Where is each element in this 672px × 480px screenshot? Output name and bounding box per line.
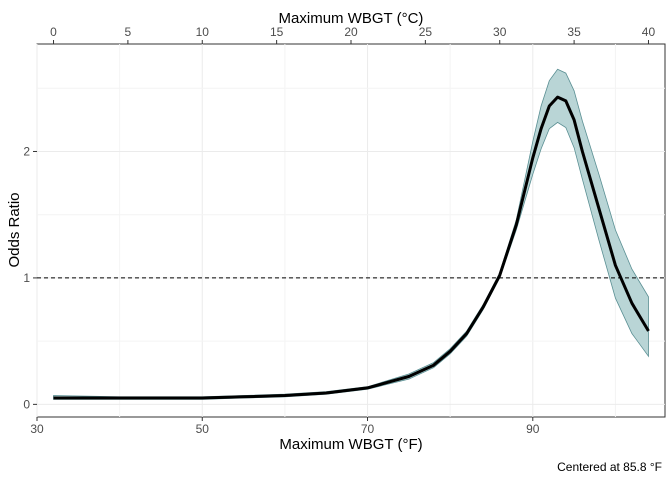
- y-tick-label: 2: [23, 144, 30, 158]
- x-tick-label-top: 30: [493, 25, 507, 39]
- x-tick-label-top: 20: [344, 25, 358, 39]
- x-tick-label-top: 5: [125, 25, 132, 39]
- x-tick-label-bottom: 50: [196, 422, 210, 436]
- x-tick-label-bottom: 70: [361, 422, 375, 436]
- odds-ratio-line: [53, 95, 650, 400]
- y-axis-title: Odds Ratio: [6, 192, 23, 267]
- x-tick-label-top: 0: [50, 25, 57, 39]
- axes: 30 50 70 90 0 5 10 15 20 25 30 35 40 0 1 2: [23, 25, 655, 436]
- x-tick-label-top: 10: [196, 25, 210, 39]
- x-tick-label-top: 35: [567, 25, 581, 39]
- y-tick-label: 1: [23, 271, 30, 285]
- x-tick-label-top: 25: [419, 25, 433, 39]
- grid-lines: [36, 44, 665, 417]
- x-axis-title-top: Maximum WBGT (°C): [279, 10, 424, 27]
- x-tick-label-bottom: 90: [526, 422, 540, 436]
- chart-caption: Centered at 85.8 °F: [557, 460, 662, 474]
- y-tick-label: 0: [23, 397, 30, 411]
- x-axis-title-bottom: Maximum WBGT (°F): [279, 436, 422, 453]
- confidence-band: [53, 68, 649, 400]
- x-tick-label-top: 40: [642, 25, 656, 39]
- x-tick-label-top: 15: [270, 25, 284, 39]
- x-tick-label-bottom: 30: [30, 422, 44, 436]
